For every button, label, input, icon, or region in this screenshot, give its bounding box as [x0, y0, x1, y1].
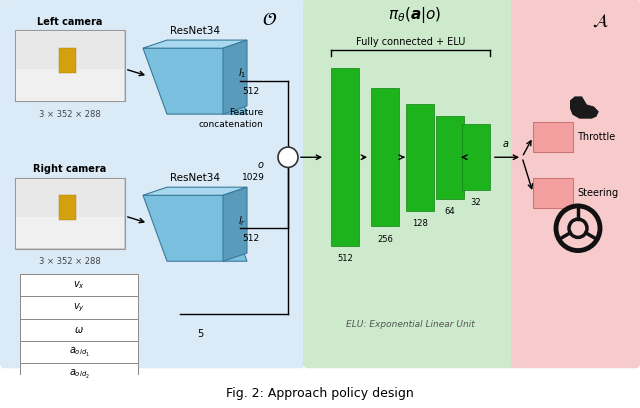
Polygon shape: [223, 40, 247, 114]
Text: $\pi_\theta(\boldsymbol{a}|o)$: $\pi_\theta(\boldsymbol{a}|o)$: [388, 5, 442, 25]
Text: 3 × 352 × 288: 3 × 352 × 288: [39, 110, 101, 119]
Text: Left camera: Left camera: [37, 18, 102, 27]
Text: 512: 512: [337, 254, 353, 263]
Polygon shape: [143, 187, 247, 195]
Text: $\mathcal{O}$: $\mathcal{O}$: [262, 11, 278, 29]
Bar: [20, 274, 138, 296]
Bar: [436, 115, 464, 199]
Text: $a$: $a$: [502, 139, 509, 149]
Text: $v_x$: $v_x$: [73, 279, 85, 291]
Text: Feature
concatenation: Feature concatenation: [198, 108, 263, 129]
Bar: [533, 122, 573, 152]
Bar: [20, 341, 138, 363]
Text: 3 × 352 × 288: 3 × 352 × 288: [39, 257, 101, 266]
Bar: [20, 319, 138, 341]
Bar: [16, 31, 124, 100]
Text: 1029: 1029: [242, 173, 265, 182]
Text: $a_{old_2}$: $a_{old_2}$: [68, 368, 90, 381]
Text: ELU: Exponential Linear Unit: ELU: Exponential Linear Unit: [346, 320, 474, 329]
Bar: [16, 217, 124, 248]
Text: 512: 512: [242, 234, 259, 243]
Text: 512: 512: [242, 87, 259, 96]
Polygon shape: [143, 48, 247, 114]
Bar: [59, 195, 76, 220]
Bar: [16, 69, 124, 101]
Text: $o$: $o$: [257, 160, 265, 171]
Text: ResNet34: ResNet34: [170, 173, 220, 183]
Text: 128: 128: [412, 219, 428, 228]
Text: 256: 256: [377, 235, 393, 244]
Bar: [331, 69, 359, 246]
Text: 5: 5: [197, 329, 203, 339]
Text: ResNet34: ResNet34: [170, 26, 220, 36]
Text: Steering: Steering: [577, 188, 618, 198]
Bar: [16, 179, 124, 248]
Text: $\omega$: $\omega$: [74, 325, 84, 335]
Bar: [15, 177, 125, 248]
Text: 32: 32: [470, 198, 481, 207]
Polygon shape: [570, 96, 599, 119]
Text: Fully connected + ELU: Fully connected + ELU: [356, 37, 465, 47]
Text: Right camera: Right camera: [33, 164, 107, 175]
Text: Throttle: Throttle: [577, 132, 615, 142]
Bar: [462, 124, 490, 190]
Bar: [533, 177, 573, 208]
Text: 64: 64: [445, 207, 455, 216]
FancyBboxPatch shape: [0, 0, 305, 368]
FancyBboxPatch shape: [511, 0, 640, 368]
Bar: [371, 88, 399, 226]
Bar: [20, 363, 138, 386]
Polygon shape: [143, 40, 247, 48]
Bar: [15, 31, 125, 102]
Text: $l_1$: $l_1$: [238, 66, 246, 80]
Text: $\mathcal{A}$: $\mathcal{A}$: [592, 11, 608, 29]
Bar: [406, 104, 434, 211]
Polygon shape: [143, 195, 247, 261]
Bar: [59, 48, 76, 73]
Text: $v_y$: $v_y$: [73, 301, 85, 314]
Text: Fig. 2: Approach policy design: Fig. 2: Approach policy design: [226, 387, 414, 400]
Bar: [20, 296, 138, 319]
Text: $a_{old_1}$: $a_{old_1}$: [68, 346, 90, 359]
FancyBboxPatch shape: [303, 0, 518, 368]
Polygon shape: [223, 187, 247, 261]
Circle shape: [278, 147, 298, 167]
Text: $l_r$: $l_r$: [238, 214, 246, 228]
